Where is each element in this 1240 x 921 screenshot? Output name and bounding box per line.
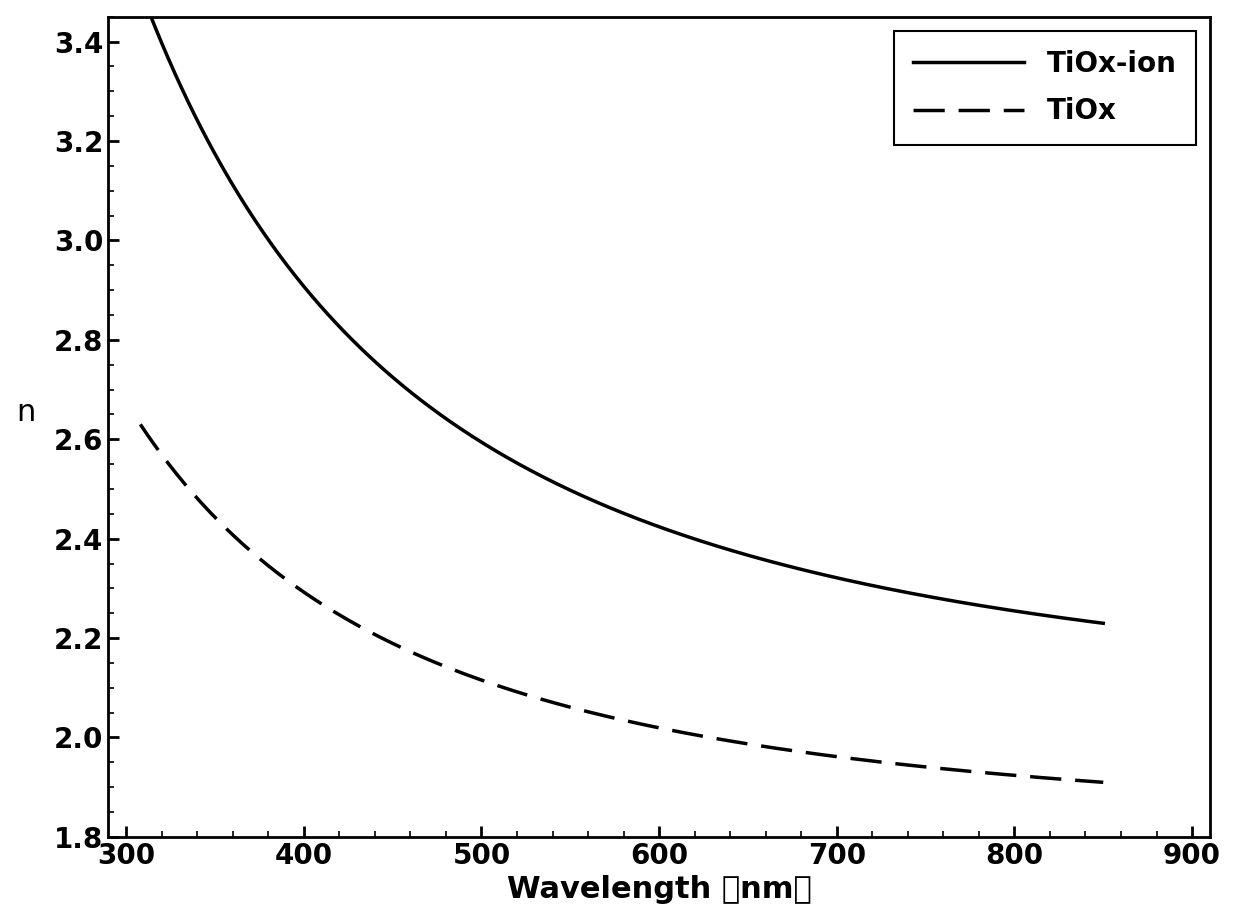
TiOx-ion [560, 484, 575, 495]
TiOx [776, 744, 791, 755]
TiOx-ion [370, 358, 384, 369]
TiOx [568, 703, 583, 714]
TiOx-ion [771, 558, 786, 569]
TiOx [701, 731, 715, 742]
X-axis label: Wavelength （nm）: Wavelength （nm） [507, 875, 811, 904]
Line: TiOx: TiOx [140, 425, 1104, 782]
TiOx-ion [854, 577, 869, 589]
TiOx-ion [1096, 618, 1111, 629]
TiOx [1096, 776, 1111, 787]
Line: TiOx-ion: TiOx-ion [126, 0, 1104, 624]
TiOx-ion [694, 536, 709, 547]
TiOx [133, 419, 148, 430]
TiOx-ion [291, 275, 306, 286]
TiOx [381, 635, 396, 647]
Legend: TiOx-ion, TiOx: TiOx-ion, TiOx [894, 30, 1195, 145]
TiOx [304, 591, 319, 602]
Y-axis label: n: n [16, 398, 36, 426]
TiOx [858, 754, 873, 765]
